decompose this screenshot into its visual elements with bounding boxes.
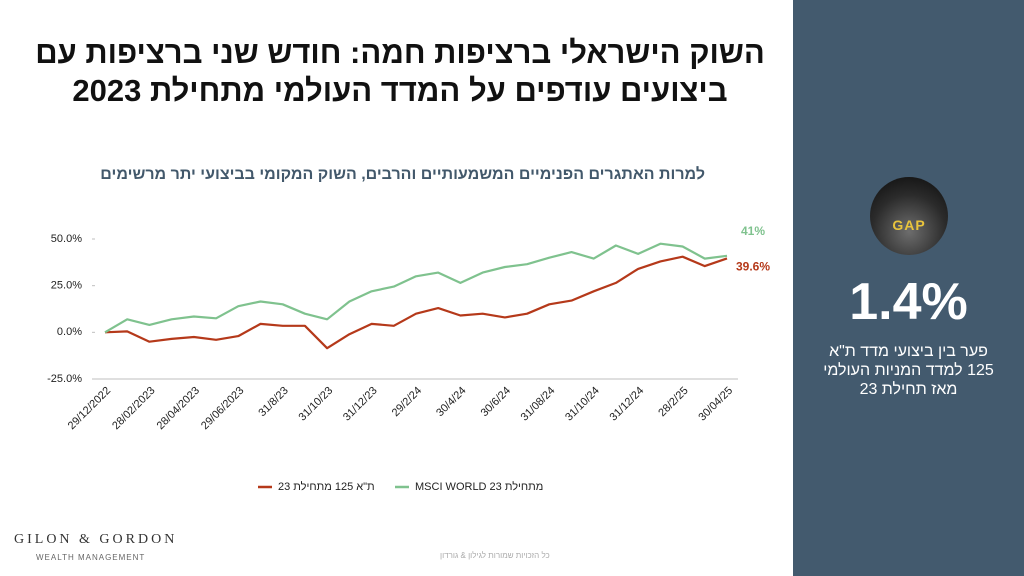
logo-tagline: WEALTH MANAGEMENT bbox=[36, 553, 146, 562]
x-tick-label: 30/4/24 bbox=[434, 385, 468, 419]
footer: כל הזכויות שמורות לגילון & גורדון bbox=[440, 551, 550, 560]
y-tick-label: 50.0% bbox=[51, 233, 82, 245]
x-tick-label: 28/2/25 bbox=[656, 385, 690, 419]
data-label: 41% bbox=[741, 224, 765, 238]
x-tick-label: 30/6/24 bbox=[479, 385, 513, 419]
series-line bbox=[104, 255, 728, 350]
image-text: GAP bbox=[892, 217, 926, 233]
x-tick-label: 31/08/24 bbox=[519, 385, 558, 424]
logo-name: GILON & GORDON bbox=[14, 532, 178, 547]
data-label: 39.6% bbox=[736, 260, 770, 274]
x-tick-label: 31/8/23 bbox=[256, 385, 290, 419]
x-tick-label: 31/12/23 bbox=[341, 385, 380, 424]
slide-title: השוק הישראלי ברציפות חמה: חודש שני ברציפ… bbox=[35, 35, 765, 108]
y-tick-label: 25.0% bbox=[51, 280, 82, 292]
y-tick-label: -25.0% bbox=[47, 373, 82, 385]
gap-image: GAP bbox=[870, 177, 948, 255]
x-tick-label: 29/12/2022 bbox=[66, 385, 113, 432]
series-line bbox=[104, 242, 728, 334]
x-tick-label: 29/2/24 bbox=[390, 385, 424, 419]
key-figure: 1.4% bbox=[849, 273, 968, 331]
y-tick-label: 0.0% bbox=[57, 326, 82, 338]
x-tick-label: 28/02/2023 bbox=[110, 385, 157, 432]
x-tick-label: 31/10/24 bbox=[563, 385, 602, 424]
legend-label: ת"א 125 מתחילת 23 bbox=[278, 480, 375, 493]
legend-label: מתחילת MSCI WORLD 23 bbox=[415, 480, 543, 493]
caption-line: פער בין ביצועי מדד ת"א bbox=[829, 343, 988, 360]
x-tick-label: 31/12/24 bbox=[608, 385, 647, 424]
slide-subtitle: למרות האתגרים הפנימיים המשמעותיים והרבים… bbox=[100, 166, 705, 183]
caption-line: מאז תחילת 23 bbox=[859, 381, 958, 398]
caption: פער בין ביצועי מדד ת"א 125 למדד המניות ה… bbox=[803, 342, 1014, 399]
caption-line: 125 למדד המניות העולמי bbox=[823, 362, 994, 379]
side-panel: GAP 1.4% פער בין ביצועי מדד ת"א 125 למדד… bbox=[793, 0, 1024, 576]
x-tick-label: 30/04/25 bbox=[696, 385, 735, 424]
chart: -25.0% 0.0% 25.0% 50.0% 29/12/202228/02/2023… bbox=[47, 224, 770, 493]
x-tick-label: 31/10/23 bbox=[297, 385, 336, 424]
x-tick-label: 28/04/2023 bbox=[155, 385, 202, 432]
x-tick-label: 29/06/2023 bbox=[199, 385, 246, 432]
